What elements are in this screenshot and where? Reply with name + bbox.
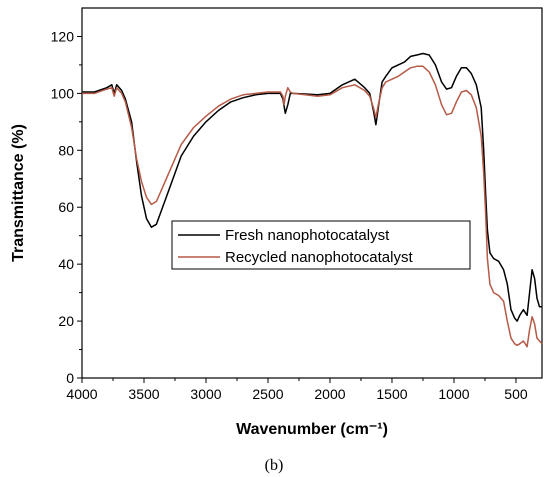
series-line-0 [82, 52, 542, 322]
x-tick-label-2000: 2000 [314, 386, 345, 402]
legend-box [171, 220, 471, 270]
panel-label-text: (b) [265, 457, 284, 474]
plot-frame [81, 7, 543, 379]
x-tick-label-500: 500 [504, 386, 528, 402]
x-tick-label-1500: 1500 [376, 386, 407, 402]
x-axis-ticks: 4000 3500 3000 2500 2000 1500 1000 500 [66, 378, 528, 402]
y-axis-title: Transmittance (%) [10, 124, 27, 262]
x-tick-label-2500: 2500 [252, 386, 283, 402]
panel-label: (b) [265, 457, 284, 474]
x-axis-title: Wavenumber (cm⁻¹) [236, 421, 388, 438]
series-layer [82, 52, 543, 348]
series-line-1 [82, 65, 543, 348]
y-tick-label-40: 40 [58, 256, 74, 272]
x-tick-label-4000: 4000 [66, 386, 97, 402]
legend-label-recycled: Recycled nanophotocatalyst [225, 249, 413, 266]
y-tick-label-100: 100 [51, 85, 75, 101]
y-tick-label-0: 0 [66, 370, 74, 386]
y-axis-ticks: 0 20 40 60 80 100 120 [51, 28, 82, 386]
y-tick-label-120: 120 [51, 28, 75, 44]
legend-label-fresh: Fresh nanophotocatalyst [225, 227, 390, 244]
x-tick-label-3500: 3500 [128, 386, 159, 402]
x-tick-label-3000: 3000 [190, 386, 221, 402]
y-tick-label-80: 80 [58, 142, 74, 158]
legend: Fresh nanophotocatalyst Recycled nanopho… [171, 220, 471, 270]
y-tick-label-20: 20 [58, 313, 74, 329]
y-tick-label-60: 60 [58, 199, 74, 215]
x-tick-label-1000: 1000 [438, 386, 469, 402]
